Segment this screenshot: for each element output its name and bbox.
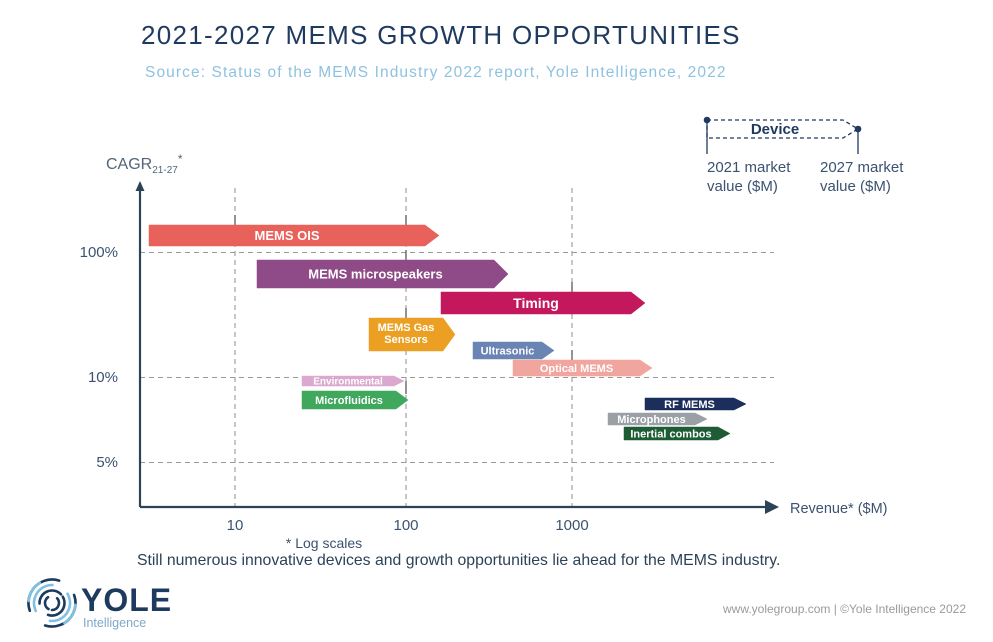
svg-text:CAGR21-27*: CAGR21-27* [106, 152, 183, 176]
svg-text:value ($M): value ($M) [820, 178, 891, 195]
svg-text:MEMS microspeakers: MEMS microspeakers [308, 267, 442, 282]
svg-text:Ultrasonic: Ultrasonic [481, 345, 535, 357]
svg-text:YOLE: YOLE [81, 582, 172, 618]
svg-text:10: 10 [227, 517, 244, 534]
svg-text:Still numerous innovative devi: Still numerous innovative devices and gr… [137, 552, 780, 569]
svg-text:value ($M): value ($M) [707, 178, 778, 195]
svg-text:Device: Device [751, 121, 799, 138]
svg-text:MEMS OIS: MEMS OIS [254, 228, 319, 243]
svg-text:10%: 10% [88, 369, 118, 386]
svg-text:www.yolegroup.com | ©Yole Inte: www.yolegroup.com | ©Yole Intelligence 2… [722, 602, 966, 616]
svg-text:Sensors: Sensors [384, 334, 427, 346]
svg-text:RF MEMS: RF MEMS [664, 399, 715, 411]
svg-text:Revenue* ($M): Revenue* ($M) [790, 501, 888, 517]
svg-text:100: 100 [393, 517, 418, 534]
svg-text:Optical MEMS: Optical MEMS [540, 363, 613, 375]
svg-text:100%: 100% [80, 244, 118, 261]
svg-text:Environmental: Environmental [313, 377, 383, 388]
svg-text:1000: 1000 [555, 517, 588, 534]
svg-text:Timing: Timing [513, 295, 559, 311]
svg-text:Inertial combos: Inertial combos [630, 428, 711, 440]
svg-text:* Log scales: * Log scales [286, 535, 362, 551]
svg-text:Microfluidics: Microfluidics [315, 395, 383, 407]
svg-text:Microphones: Microphones [617, 414, 685, 426]
svg-text:2021 market: 2021 market [707, 159, 791, 176]
svg-text:Intelligence: Intelligence [83, 616, 146, 630]
svg-text:2027 market: 2027 market [820, 159, 904, 176]
svg-text:MEMS Gas: MEMS Gas [378, 322, 435, 334]
svg-text:5%: 5% [96, 454, 118, 471]
